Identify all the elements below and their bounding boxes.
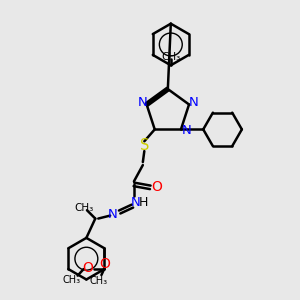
Text: N: N: [182, 124, 191, 137]
Text: N: N: [189, 97, 198, 110]
Text: N: N: [108, 208, 117, 221]
Text: S: S: [140, 138, 149, 153]
Text: N: N: [137, 97, 147, 110]
Text: CH₃: CH₃: [63, 275, 81, 285]
Text: O: O: [82, 262, 94, 275]
Text: H: H: [139, 196, 148, 209]
Text: CH₃: CH₃: [90, 276, 108, 286]
Text: O: O: [99, 257, 110, 271]
Text: O: O: [152, 180, 162, 194]
Text: N: N: [130, 196, 140, 209]
Text: CH₃: CH₃: [161, 52, 180, 62]
Text: CH₃: CH₃: [74, 203, 94, 213]
